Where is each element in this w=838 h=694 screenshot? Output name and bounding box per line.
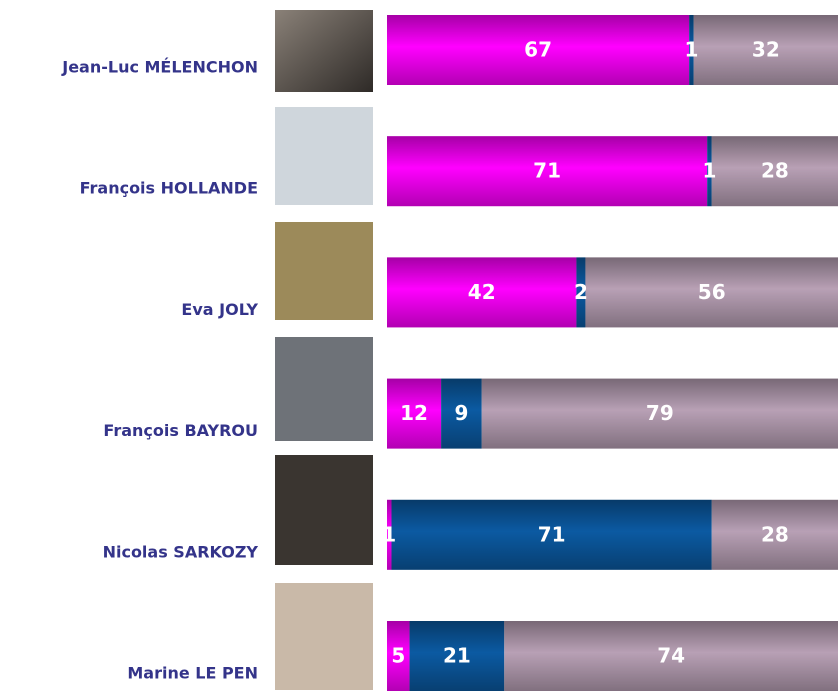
photo xyxy=(275,10,373,92)
value-label: 67 xyxy=(524,38,552,62)
value-label: 12 xyxy=(400,401,428,425)
bar-shading xyxy=(387,15,838,85)
photo xyxy=(275,583,373,690)
value-label: 21 xyxy=(443,644,471,668)
value-label: 79 xyxy=(646,401,674,425)
value-label: 71 xyxy=(533,159,561,183)
bar-shading xyxy=(387,378,838,449)
value-label: 9 xyxy=(454,401,468,425)
photo xyxy=(275,107,373,205)
category-label: Eva JOLY xyxy=(181,300,258,319)
value-label: 1 xyxy=(684,38,698,62)
category-label: Nicolas SARKOZY xyxy=(103,542,259,561)
value-label: 32 xyxy=(752,38,780,62)
value-label: 42 xyxy=(468,280,496,304)
photo xyxy=(275,455,373,565)
value-label: 56 xyxy=(698,280,726,304)
value-label: 1 xyxy=(703,159,717,183)
category-label: Jean-Luc MÉLENCHON xyxy=(61,58,258,77)
value-label: 71 xyxy=(538,522,566,546)
bar-shading xyxy=(387,257,838,328)
category-label: Marine LE PEN xyxy=(127,664,258,683)
value-label: 74 xyxy=(657,644,685,668)
category-label: François BAYROU xyxy=(103,421,258,440)
photos xyxy=(275,10,373,690)
photo xyxy=(275,337,373,441)
value-label: 28 xyxy=(761,522,789,546)
value-label: 28 xyxy=(761,159,789,183)
value-label: 5 xyxy=(391,644,405,668)
value-label: 1 xyxy=(382,522,396,546)
category-label: François HOLLANDE xyxy=(80,179,258,198)
bar-shading xyxy=(387,621,838,691)
value-label: 2 xyxy=(574,280,588,304)
bar-shading xyxy=(387,499,838,570)
bar-shading xyxy=(387,136,838,207)
photo xyxy=(275,222,373,320)
